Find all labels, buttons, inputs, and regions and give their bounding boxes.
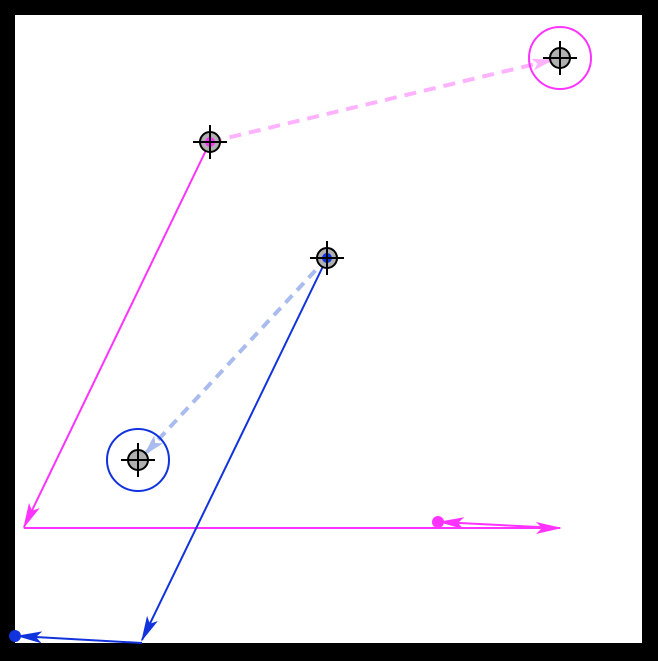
magenta-goal-circle-icon: [528, 26, 592, 90]
blue-origin-target-icon: [310, 241, 344, 275]
canvas-area: [15, 15, 642, 643]
magenta-path-segment-1: [23, 141, 211, 529]
blue-goal-circle-icon: [106, 428, 170, 492]
magenta-origin-target-icon: [193, 125, 227, 159]
blue-guide-arrow: [143, 256, 329, 456]
blue-path-segment-1: [141, 257, 328, 642]
magenta-path-segment-3: [438, 517, 559, 530]
blue-path-segment-2: [16, 631, 143, 644]
magenta-goal-target-icon: [543, 41, 577, 75]
blue-goal-target-icon: [121, 443, 155, 477]
magenta-start-dot-icon: [432, 516, 444, 528]
blue-start-dot-icon: [9, 630, 21, 642]
